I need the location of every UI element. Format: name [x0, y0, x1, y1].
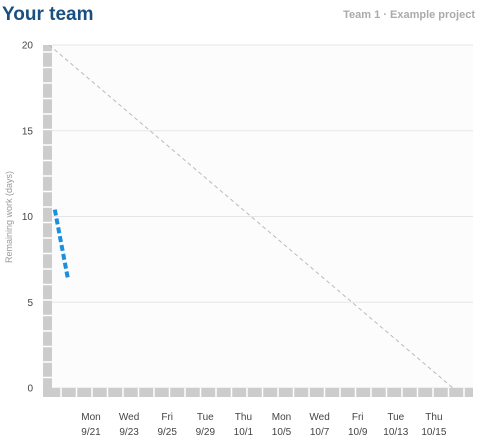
- y-tick-label: 10: [22, 212, 34, 223]
- x-tick-day: Mon: [272, 412, 291, 423]
- x-tick-day: Wed: [119, 412, 139, 423]
- x-tick-date: 10/7: [310, 427, 330, 438]
- y-tick-label: 0: [27, 384, 33, 395]
- y-tick-label: 20: [22, 41, 34, 52]
- x-tick-day: Thu: [235, 412, 252, 423]
- x-tick-date: 9/21: [81, 427, 101, 438]
- x-tick-label: Mon 9/21: [81, 412, 101, 438]
- ideal-line: [48, 44, 454, 389]
- y-axis-bar: [43, 45, 52, 397]
- x-tick-label: Tue 9/29: [196, 412, 216, 438]
- x-tick-label: Mon 10/5: [272, 412, 292, 438]
- project-label: Team 1 · Example project: [343, 9, 475, 21]
- x-tick-date: 10/1: [234, 427, 254, 438]
- x-axis-bar: [43, 388, 473, 397]
- x-tick-label: Wed 9/23: [119, 412, 139, 438]
- x-tick-date: 10/5: [272, 427, 292, 438]
- y-tick-label: 5: [27, 298, 33, 309]
- y-tick-labels: 0 5 10 15 20: [22, 41, 34, 395]
- plot-background: [45, 45, 473, 390]
- actual-line: [52, 209, 71, 281]
- x-tick-date: 9/25: [157, 427, 177, 438]
- x-tick-label: Wed 10/7: [309, 412, 329, 438]
- x-tick-label: Tue 10/13: [383, 412, 408, 438]
- series-group: [48, 44, 454, 389]
- x-tick-day: Tue: [197, 412, 214, 423]
- x-tick-label: Thu 10/1: [234, 412, 254, 438]
- x-tick-label: Fri 9/25: [157, 412, 177, 438]
- y-tick-label: 15: [22, 126, 34, 137]
- x-tick-day: Tue: [387, 412, 404, 423]
- x-tick-label: Fri 10/9: [348, 412, 368, 438]
- x-tick-date: 10/15: [421, 427, 446, 438]
- team-title[interactable]: Your team: [2, 4, 94, 25]
- x-tick-date: 10/13: [383, 427, 408, 438]
- x-axis-segments: [43, 51, 465, 397]
- x-tick-date: 10/9: [348, 427, 368, 438]
- x-tick-label: Thu 10/15: [421, 412, 446, 438]
- x-tick-day: Wed: [309, 412, 329, 423]
- x-tick-date: 9/29: [196, 427, 216, 438]
- x-tick-labels: Mon 9/21 Wed 9/23 Fri 9/25 Tue 9/29 Thu 10/1 Mon 10…: [81, 412, 447, 438]
- x-tick-date: 9/23: [119, 427, 139, 438]
- y-axis-label: Remaining work (days): [4, 171, 14, 263]
- x-tick-day: Fri: [161, 412, 173, 423]
- x-tick-day: Thu: [425, 412, 442, 423]
- x-tick-day: Mon: [81, 412, 100, 423]
- x-tick-day: Fri: [352, 412, 364, 423]
